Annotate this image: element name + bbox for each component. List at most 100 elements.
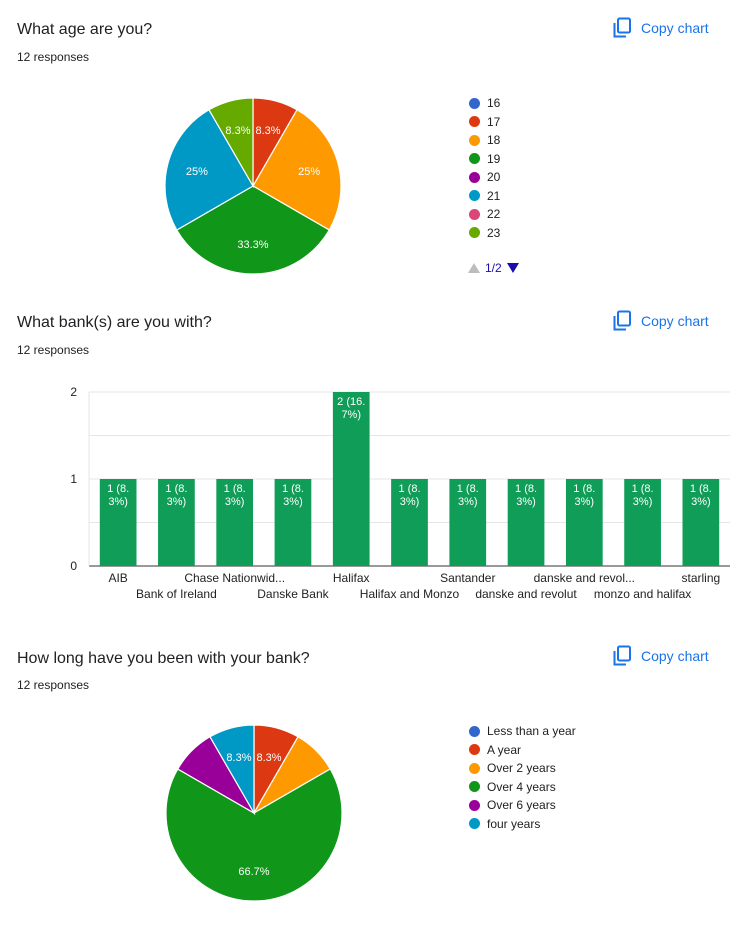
legend-swatch xyxy=(469,799,480,811)
tenure-response-count: 12 responses xyxy=(17,678,90,692)
age-legend-item-20: 20 xyxy=(469,168,500,187)
bar-label: 3%) xyxy=(400,496,420,508)
legend-label: Over 2 years xyxy=(487,761,556,776)
bar-label: 3%) xyxy=(225,496,245,508)
bar-label: 3%) xyxy=(691,496,711,508)
age-slice-label-18: 25% xyxy=(298,166,320,178)
legend-label: Over 4 years xyxy=(487,779,556,794)
legend-swatch xyxy=(469,134,480,146)
bar-label: 1 (8. xyxy=(457,483,479,495)
legend-label: 19 xyxy=(487,151,501,166)
bank-chart-card: What bank(s) are you with? 12 responses … xyxy=(0,290,741,620)
tenure-legend-item-a-year: A year xyxy=(469,741,576,760)
bar-label: 1 (8. xyxy=(107,483,129,495)
copy-chart-label: Copy chart xyxy=(641,313,709,329)
legend-label: 23 xyxy=(487,225,501,240)
y-tick-label: 0 xyxy=(70,559,77,573)
bar-label: 3%) xyxy=(108,496,128,508)
pager-label: 1/2 xyxy=(485,261,502,275)
x-tick-label: Halifax xyxy=(333,571,370,585)
legend-label: 20 xyxy=(487,170,501,185)
bar-label: 3%) xyxy=(575,496,595,508)
bar-chase-nationwid xyxy=(216,479,254,566)
age-slice-23 xyxy=(208,97,254,189)
bar-label: 3%) xyxy=(167,496,187,508)
bank-copy-chart-button[interactable]: Copy chart xyxy=(612,310,709,332)
copy-chart-label: Copy chart xyxy=(641,20,709,36)
legend-swatch xyxy=(469,116,480,128)
bar-danske-bank xyxy=(274,479,312,566)
tenure-legend-item-over-2-years: Over 2 years xyxy=(469,759,576,778)
bar-starling xyxy=(682,479,720,566)
age-question-title: What age are you? xyxy=(17,21,153,38)
tenure-chart-card: How long have you been with your bank? 1… xyxy=(0,620,741,931)
x-tick-label: AIB xyxy=(108,571,127,585)
y-tick-label: 1 xyxy=(70,472,77,486)
x-tick-label: danske and revolut xyxy=(475,587,577,601)
tenure-copy-chart-button[interactable]: Copy chart xyxy=(612,645,709,667)
x-tick-label: Santander xyxy=(440,571,495,585)
legend-swatch xyxy=(469,171,480,183)
legend-pager: 1/2 xyxy=(468,261,519,275)
bar-santander xyxy=(449,479,487,566)
tenure-slice-label-four-years: 8.3% xyxy=(226,752,251,764)
bar-halifax xyxy=(332,392,370,566)
legend-swatch xyxy=(469,762,480,774)
bar-label: 7%) xyxy=(341,409,361,421)
x-tick-label: Bank of Ireland xyxy=(136,587,217,601)
pager-next-icon[interactable] xyxy=(506,263,519,273)
legend-swatch xyxy=(469,208,480,220)
copy-icon xyxy=(613,645,631,666)
age-slice-label-21: 25% xyxy=(186,166,208,178)
bar-danske-and-revolut xyxy=(507,479,545,566)
age-legend-item-21: 21 xyxy=(469,187,500,206)
tenure-slice-label-over-4-years: 66.7% xyxy=(238,866,269,878)
age-legend-item-22: 22 xyxy=(469,205,500,224)
legend-label: A year xyxy=(487,742,522,757)
tenure-slice-over-4-years xyxy=(165,768,343,902)
bar-halifax-and-monzo xyxy=(391,479,428,566)
bar-label: 1 (8. xyxy=(398,483,420,495)
bar-label: 1 (8. xyxy=(690,483,712,495)
age-legend-item-18: 18 xyxy=(469,131,500,150)
x-tick-label: Halifax and Monzo xyxy=(360,587,460,601)
age-slice-label-23: 8.3% xyxy=(225,125,250,137)
x-tick-label: danske and revol... xyxy=(534,571,635,585)
legend-label: four years xyxy=(487,816,541,831)
age-slice-label-17: 8.3% xyxy=(255,125,280,137)
tenure-legend-item-four-years: four years xyxy=(469,815,576,834)
pager-prev-icon xyxy=(468,263,480,273)
bar-label: 1 (8. xyxy=(515,483,537,495)
bar-label: 1 (8. xyxy=(165,483,187,495)
y-tick-label: 2 xyxy=(70,385,77,399)
bar-monzo-and-halifax xyxy=(624,479,661,566)
age-copy-chart-button[interactable]: Copy chart xyxy=(612,17,709,39)
age-slice-18 xyxy=(252,108,342,231)
legend-label: 16 xyxy=(487,96,501,111)
copy-icon xyxy=(613,17,631,38)
legend-label: 21 xyxy=(487,188,501,203)
bar-label: 3%) xyxy=(283,496,303,508)
legend-label: 18 xyxy=(487,133,501,148)
age-pie-chart: 8.3% 25% 33.3% 25% 8.3% xyxy=(164,97,342,275)
tenure-slice-four-years xyxy=(209,724,255,816)
bar-label: 1 (8. xyxy=(573,483,595,495)
age-legend-item-16: 16 xyxy=(469,94,500,113)
bank-response-count: 12 responses xyxy=(17,343,90,357)
tenure-pie-chart: 8.3% 66.7% 8.3% xyxy=(165,724,343,902)
legend-swatch xyxy=(469,744,480,756)
tenure-slice-label-a-year: 8.3% xyxy=(256,752,281,764)
bar-label: 2 (16. xyxy=(337,396,365,408)
tenure-legend: Less than a year A year Over 2 years Over 4… xyxy=(469,722,576,833)
legend-label: 22 xyxy=(487,207,501,222)
legend-label: Less than a year xyxy=(487,724,576,739)
age-slice-label-19: 33.3% xyxy=(237,239,268,251)
copy-icon xyxy=(613,310,631,331)
bar-label: 3%) xyxy=(458,496,478,508)
legend-label: Over 6 years xyxy=(487,798,556,813)
age-legend-item-17: 17 xyxy=(469,113,500,132)
bar-label: 1 (8. xyxy=(224,483,246,495)
legend-label: 17 xyxy=(487,114,501,129)
bar-label: 1 (8. xyxy=(632,483,654,495)
age-response-count: 12 responses xyxy=(17,50,90,64)
